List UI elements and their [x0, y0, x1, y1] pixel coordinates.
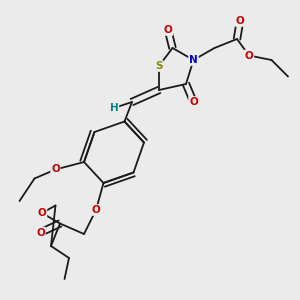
Text: H: H: [110, 103, 118, 113]
Text: O: O: [244, 50, 253, 61]
Text: O: O: [92, 205, 100, 215]
Text: O: O: [36, 227, 45, 238]
Text: S: S: [155, 61, 163, 71]
Text: O: O: [164, 25, 172, 35]
Text: O: O: [51, 164, 60, 175]
Text: O: O: [236, 16, 244, 26]
Text: O: O: [189, 97, 198, 107]
Text: N: N: [189, 55, 198, 65]
Text: O: O: [38, 208, 46, 218]
